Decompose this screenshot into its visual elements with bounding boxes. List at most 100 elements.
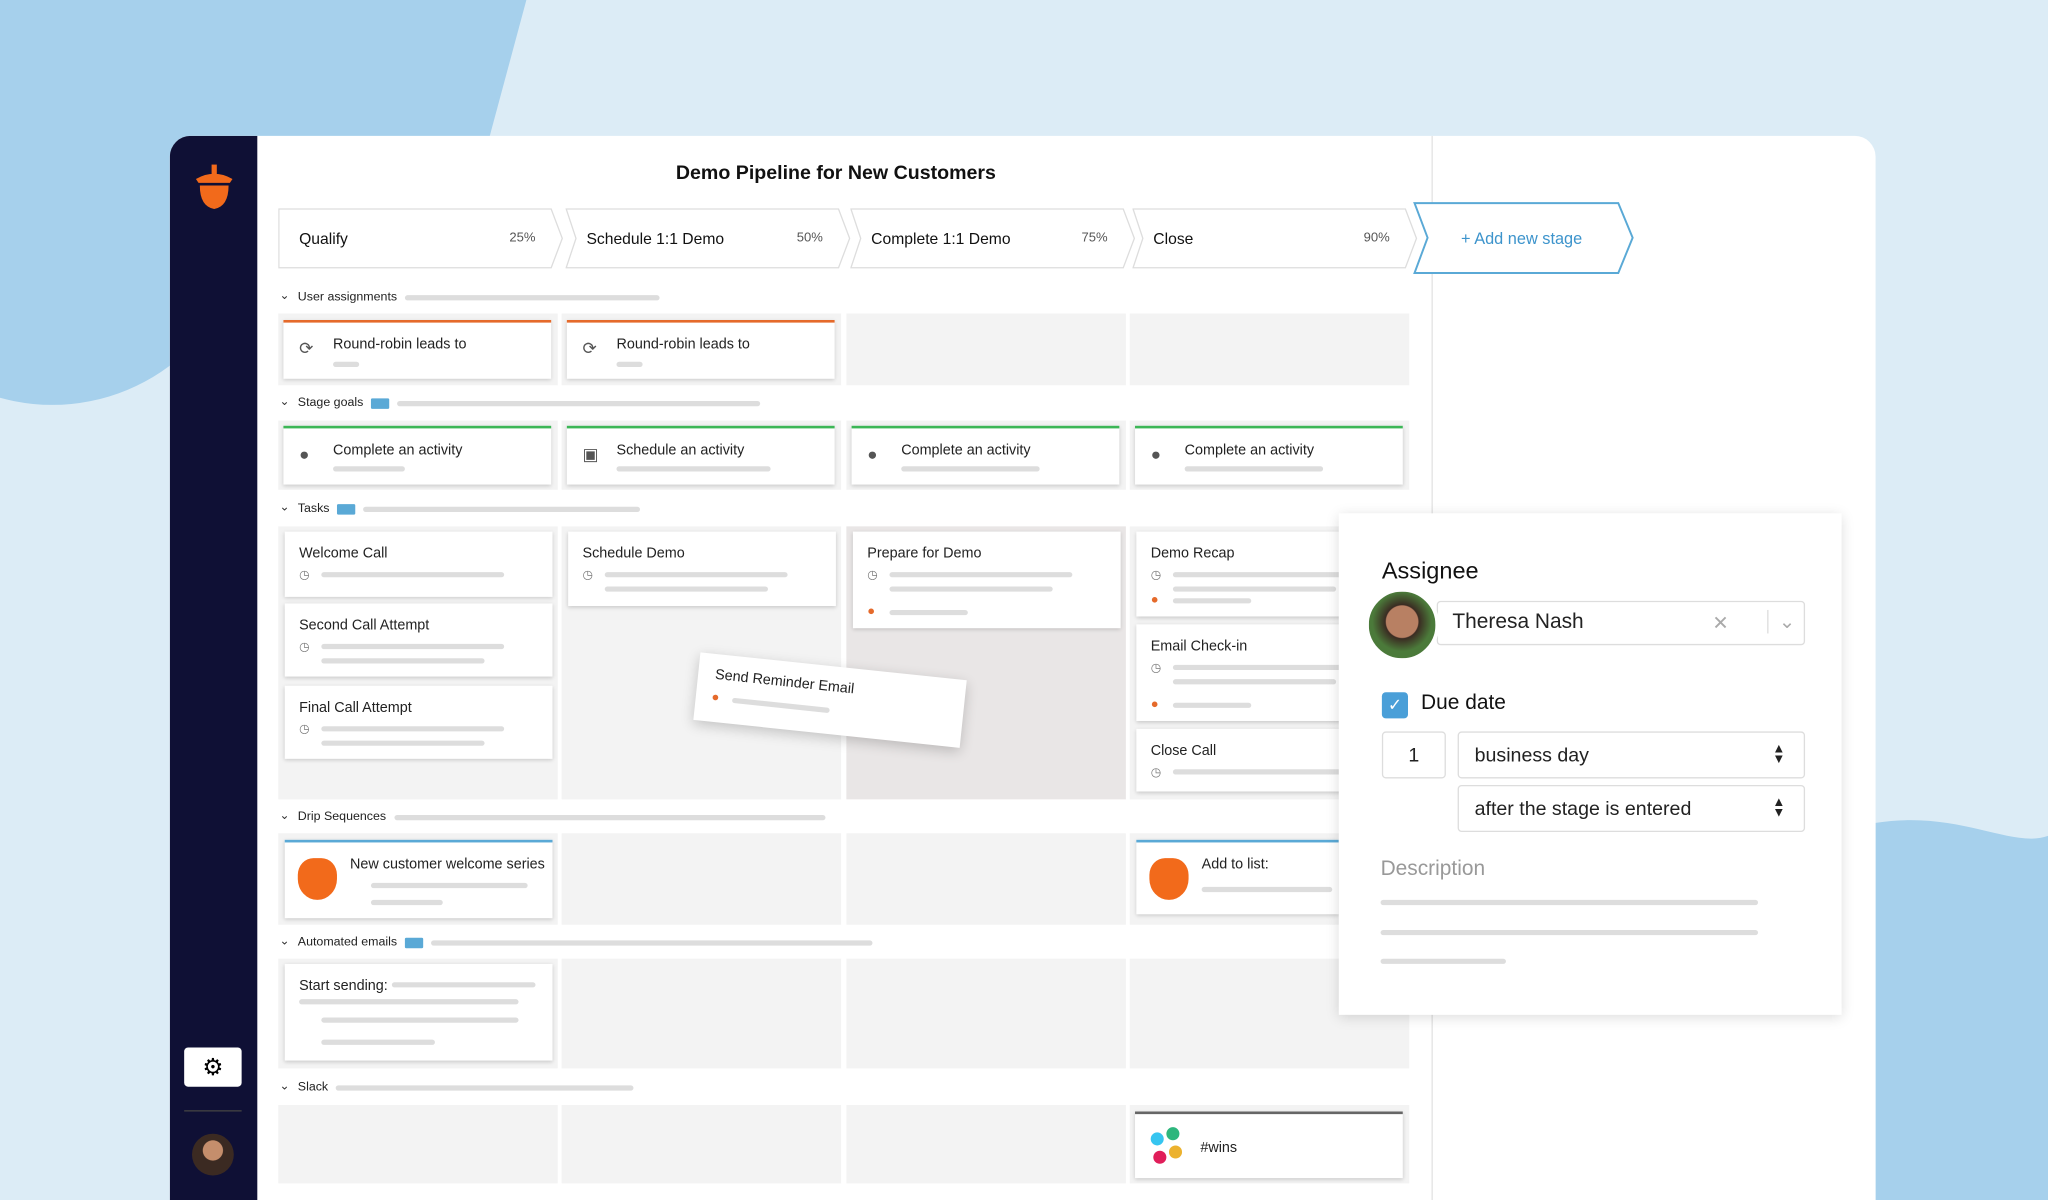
dropdown-icon: ⌄ — [1767, 609, 1795, 634]
email-card[interactable]: Start sending: — [284, 963, 553, 1061]
stage-name: Complete 1:1 Demo — [871, 229, 1011, 249]
placeholder-line — [731, 697, 830, 714]
section-label[interactable]: Tasks — [297, 501, 330, 516]
stage-chevron[interactable] — [1132, 208, 1428, 271]
section-toggle: ⌄ — [279, 808, 290, 822]
task-card[interactable]: Demo Recap ◷ ● — [1136, 531, 1356, 617]
stage-chevron[interactable] — [565, 208, 862, 271]
card-title: Round-robin leads to — [616, 336, 750, 353]
placeholder-line — [604, 572, 788, 578]
separator — [184, 1110, 242, 1112]
column-cell — [846, 958, 1126, 1069]
card-title: Complete an activity — [1184, 442, 1315, 459]
stage-percent: 50% — [796, 231, 823, 246]
assignee-select[interactable]: Theresa Nash ✕ ⌄ — [1436, 600, 1806, 646]
pro-badge — [336, 504, 356, 515]
user-avatar[interactable] — [191, 1133, 234, 1176]
placeholder-line — [1172, 679, 1337, 685]
goal-card[interactable]: ● Complete an activity — [283, 425, 552, 485]
stage-chevron[interactable] — [850, 208, 1146, 271]
acorn-icon — [297, 858, 337, 900]
assignment-card[interactable]: ⟳ Round-robin leads to — [566, 319, 835, 379]
placeholder-line — [404, 295, 660, 301]
add-stage-button[interactable]: + Add new stage — [1461, 229, 1583, 249]
placeholder-line — [333, 361, 360, 368]
assignment-card[interactable]: ⟳ Round-robin leads to — [283, 319, 552, 379]
stage-name: Schedule 1:1 Demo — [586, 229, 725, 249]
placeholder-line — [1172, 702, 1252, 708]
goal-card[interactable]: ● Complete an activity — [851, 425, 1120, 485]
card-title: Second Call Attempt — [299, 617, 430, 634]
section-label[interactable]: Slack — [297, 1080, 329, 1095]
add-stage-shape[interactable] — [1412, 201, 1637, 277]
placeholder-line — [391, 982, 536, 988]
person-icon: ● — [1150, 592, 1159, 608]
column-cell — [846, 833, 1126, 925]
slack-logo-part — [1150, 1132, 1164, 1146]
panel-title: Assignee — [1381, 557, 1479, 584]
task-card[interactable]: Welcome Call ◷ — [284, 531, 553, 597]
card-icon: ● — [299, 444, 310, 464]
placeholder-line — [1184, 466, 1324, 472]
placeholder-line — [299, 999, 519, 1005]
card-title: Add to list: — [1201, 856, 1269, 873]
task-card[interactable]: Final Call Attempt ◷ — [284, 685, 553, 759]
slack-logo-part — [1168, 1145, 1183, 1159]
placeholder-line — [616, 361, 643, 368]
stage-percent: 90% — [1363, 231, 1390, 246]
placeholder-line — [370, 882, 528, 889]
settings-button[interactable]: ⚙ — [184, 1047, 242, 1087]
card-title: New customer welcome series — [350, 856, 545, 873]
placeholder-line — [333, 466, 405, 472]
placeholder-line — [321, 643, 505, 650]
card-title: #wins — [1200, 1140, 1238, 1156]
column-cell — [561, 1104, 842, 1184]
logo[interactable] — [193, 163, 235, 210]
card-icon: ● — [867, 444, 878, 464]
goal-card[interactable]: ● Complete an activity — [1135, 425, 1403, 485]
placeholder-line — [889, 609, 968, 616]
task-card[interactable]: Close Call ◷ — [1136, 728, 1356, 792]
task-card[interactable]: Prepare for Demo ◷ ● — [852, 531, 1121, 629]
due-amount-input[interactable]: 1 — [1381, 731, 1446, 779]
stage-chevron[interactable] — [278, 208, 574, 271]
card-title: Start sending: — [299, 978, 388, 994]
section-label[interactable]: Automated emails — [297, 935, 398, 950]
card-icon: ⟳ — [299, 338, 314, 358]
column-cell — [846, 313, 1126, 386]
card-title: Schedule an activity — [616, 442, 745, 459]
card-icon: ⟳ — [582, 338, 597, 358]
placeholder-line — [394, 815, 826, 821]
drip-card[interactable]: Add to list: — [1136, 839, 1339, 915]
pipeline-title: Demo Pipeline for New Customers — [675, 161, 996, 185]
due-date-checkbox[interactable]: ✓ — [1381, 692, 1408, 719]
task-card[interactable]: Second Call Attempt ◷ — [284, 603, 553, 677]
drip-card[interactable]: New customer welcome series — [284, 839, 553, 919]
description-label: Description — [1380, 858, 1486, 881]
placeholder-line — [397, 400, 761, 407]
task-card[interactable]: Email Check-in ◷ ● — [1136, 624, 1356, 721]
clock-icon: ◷ — [582, 568, 593, 582]
section-toggle: ⌄ — [279, 394, 290, 408]
sidebar — [169, 135, 258, 1200]
placeholder-line — [335, 1085, 634, 1091]
task-card[interactable]: Schedule Demo ◷ — [568, 531, 836, 607]
card-title: Complete an activity — [901, 442, 1031, 459]
section-label[interactable]: User assignments — [297, 289, 398, 305]
card-icon: ▣ — [582, 444, 599, 464]
slack-card[interactable]: #wins — [1135, 1111, 1403, 1179]
placeholder-line — [1172, 769, 1356, 775]
clock-icon: ◷ — [1150, 660, 1161, 674]
clock-icon: ◷ — [299, 639, 310, 654]
goal-card[interactable]: ▣ Schedule an activity — [566, 425, 835, 485]
placeholder-line — [370, 899, 443, 906]
card-title: Final Call Attempt — [299, 700, 412, 716]
placeholder-line — [321, 658, 485, 664]
relative-select[interactable]: after the stage is entered ▲ ▼ — [1457, 784, 1806, 832]
slack-logo-part — [1166, 1127, 1180, 1141]
card-title: Close Call — [1150, 743, 1217, 759]
section-label[interactable]: Stage goals — [297, 395, 364, 411]
unit-select[interactable]: business day ▲ ▼ — [1457, 731, 1806, 779]
section-label[interactable]: Drip Sequences — [297, 809, 387, 825]
pro-badge — [404, 937, 424, 949]
